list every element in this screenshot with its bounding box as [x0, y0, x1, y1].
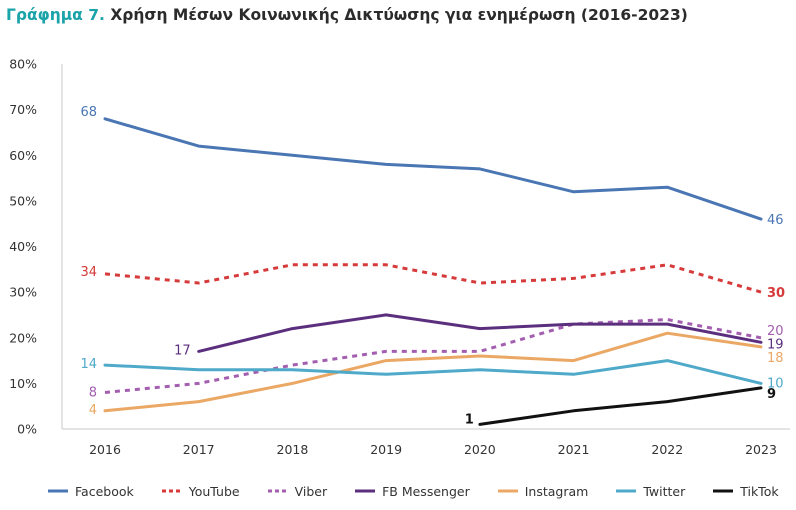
legend-swatch: [161, 489, 182, 493]
legend-swatch: [497, 489, 518, 493]
x-tick-label: 2022: [651, 442, 683, 457]
chart-title-prefix: Γράφημα 7.: [6, 6, 105, 24]
x-tick-label: 2017: [183, 442, 215, 457]
data-label-end-viber: 20: [767, 324, 784, 339]
chart-title-text: Χρήση Μέσων Κοινωνικής Δικτύωσης για ενη…: [110, 6, 688, 24]
x-tick-label: 2021: [558, 442, 590, 457]
chart-title: Γράφημα 7. Χρήση Μέσων Κοινωνικής Δικτύω…: [6, 6, 688, 24]
series-line-twitter: [103, 359, 763, 385]
legend-item-tiktok: TikTok: [713, 483, 779, 499]
x-tick-label: 2016: [89, 442, 121, 457]
series-line-fb-messenger: [197, 313, 763, 353]
data-label-end-fb-messenger: 19: [767, 337, 784, 352]
series-line-youtube: [104, 263, 762, 294]
legend-item-fb-messenger: FB Messenger: [355, 484, 470, 499]
legend-label: Instagram: [524, 483, 589, 499]
legend-label: Viber: [294, 483, 328, 499]
y-tick-label: 60%: [9, 148, 37, 163]
chart-legend: Facebook YouTube Viber FB Messenger Instagra…: [48, 480, 796, 502]
series-line-facebook: [103, 117, 763, 221]
y-tick-label: 20%: [9, 330, 37, 345]
legend-label: Facebook: [75, 483, 134, 499]
legend-swatch: [355, 489, 376, 493]
x-tick-label: 2018: [277, 442, 309, 457]
legend-label: FB Messenger: [382, 483, 470, 499]
y-tick-label: 40%: [9, 239, 37, 254]
legend-item-facebook: Facebook: [48, 484, 134, 499]
legend-label: Twitter: [643, 483, 686, 499]
y-tick-label: 80%: [9, 57, 37, 72]
line-chart: 0%10%20%30%40%50%60%70%80%2016 2017 2018 20…: [9, 57, 790, 457]
legend-label: YouTube: [188, 483, 240, 499]
data-label-start-tiktok: 1: [465, 412, 474, 427]
data-label-end-twitter: 10: [767, 376, 784, 391]
legend-item-twitter: Twitter: [616, 484, 685, 499]
data-label-start-twitter: 14: [80, 357, 97, 372]
series-line-instagram: [103, 331, 763, 413]
y-tick-label: 10%: [9, 376, 37, 391]
chart-axes: 0%10%20%30%40%50%60%70%80%2016 2017 2018 20…: [9, 57, 790, 457]
y-tick-label: 70%: [9, 102, 37, 117]
data-label-start-fb-messenger: 17: [174, 343, 191, 358]
data-label-end-tiktok: 9: [767, 387, 776, 402]
x-tick-label: 2019: [370, 442, 402, 457]
x-tick-label: 2023: [745, 442, 777, 457]
data-label-start-viber: 8: [89, 386, 97, 401]
data-label-start-instagram: 4: [89, 403, 97, 418]
data-label-end-facebook: 46: [767, 213, 784, 228]
legend-swatch: [713, 489, 734, 493]
legend-swatch: [267, 489, 288, 493]
data-label-start-youtube: 34: [80, 265, 97, 280]
series-line-viber: [104, 318, 762, 394]
legend-swatch: [48, 489, 68, 493]
chart-series-lines: [103, 117, 763, 426]
data-label-end-instagram: 18: [767, 351, 784, 366]
y-tick-label: 0%: [17, 422, 37, 437]
data-label-end-youtube: 30: [767, 286, 785, 301]
y-tick-label: 30%: [9, 285, 37, 300]
y-tick-label: 50%: [9, 193, 37, 208]
legend-item-instagram: Instagram: [497, 483, 589, 499]
legend-item-viber: Viber: [267, 483, 328, 499]
legend-swatch: [616, 489, 637, 493]
x-tick-label: 2020: [464, 442, 496, 457]
legend-label: TikTok: [740, 483, 779, 499]
series-line-tiktok: [478, 386, 763, 426]
data-label-start-facebook: 68: [80, 105, 97, 120]
legend-item-youtube: YouTube: [161, 483, 240, 499]
